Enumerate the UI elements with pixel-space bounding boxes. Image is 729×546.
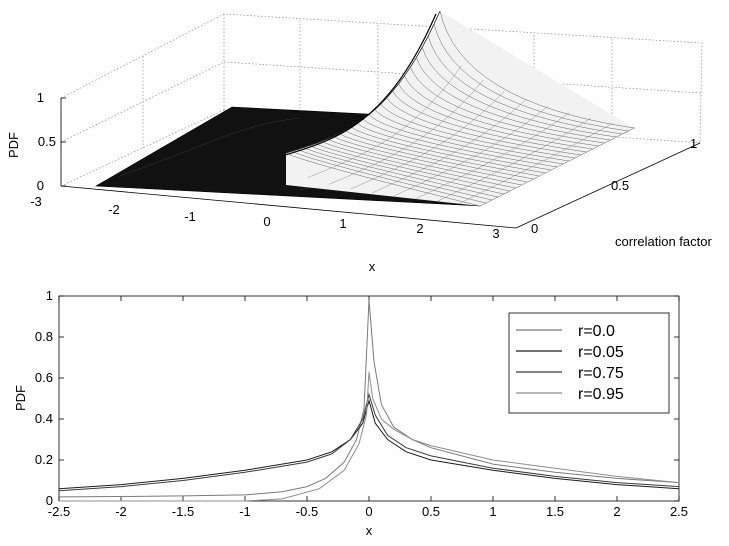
surface-x-label: x (369, 259, 376, 274)
line-y-tick-label: 0.2 (35, 452, 53, 467)
surface-wire-line (439, 10, 635, 129)
surface-y-label: correlation factor (615, 234, 712, 249)
line-x-tick-label: 2.5 (670, 504, 688, 519)
surface-wire-contour (329, 79, 484, 185)
surface-wire-line (374, 109, 569, 162)
surface-wire-line (339, 133, 534, 180)
legend-label: r=0.95 (578, 386, 624, 403)
surface-plot: 1 0.5 0 -3 -2 -1 0 1 2 3 0 0.5 1 PDF x c… (6, 10, 712, 274)
surface-x-tick-label: -3 (30, 194, 42, 209)
surface-wire-contour (415, 112, 570, 200)
surface-wire-line (433, 23, 629, 132)
line-x-tick-label: 2 (613, 504, 620, 519)
line-x-tick-label: 1.5 (546, 504, 564, 519)
surface-wire-line (427, 36, 623, 135)
surface-wire-line (368, 114, 563, 165)
surface-wire-line (422, 47, 617, 138)
surface-y-tick-label: 0 (531, 221, 538, 236)
line-x-tick-label: 1 (489, 504, 496, 519)
line-y-ticks: 0 0.2 0.4 0.6 0.8 1 (35, 288, 679, 508)
surface-wire-line (392, 91, 587, 153)
surface-wire-line (327, 138, 522, 186)
surface-wire-contour (458, 123, 613, 205)
line-y-tick-label: 1 (46, 288, 53, 303)
line-x-tick-label: 0 (365, 504, 372, 519)
surface-wire-contour (350, 90, 505, 190)
line-x-tick-label: -2.5 (48, 504, 70, 519)
surface-y-ticks: 0 0.5 1 (531, 136, 697, 236)
line-x-tick-label: 0.5 (422, 504, 440, 519)
surface-peak-wireframe (281, 10, 635, 207)
surface-x-tick-label: -2 (108, 202, 120, 217)
surface-wire-line (303, 147, 498, 198)
surface-wire-contour (372, 98, 527, 194)
surface-wire-line (333, 136, 528, 183)
surface-wire-line (416, 57, 611, 141)
line-y-tick-label: 0.4 (35, 411, 53, 426)
surface-wire-line (404, 75, 599, 147)
line-y-tick-label: 0.8 (35, 329, 53, 344)
surface-wire-line (351, 126, 546, 174)
series-line-3 (59, 371, 680, 502)
surface-z-tick-label: 0.5 (38, 134, 56, 149)
surface-y-tick-label: 0.5 (611, 178, 629, 193)
surface-wire-contour (393, 106, 548, 197)
surface-x-tick-label: 1 (339, 216, 346, 231)
surface-x-ticks: -3 -2 -1 0 1 2 3 (30, 194, 499, 241)
surface-wire-line (291, 150, 486, 204)
line-y-label: PDF (13, 385, 28, 411)
surface-wire-line (356, 123, 552, 171)
series-line-1 (58, 398, 680, 490)
line-x-tick-label: -2 (115, 504, 127, 519)
surface-z-tick-label: 1 (37, 90, 44, 105)
surface-wire-line (285, 152, 481, 207)
surface-wire-line (398, 83, 593, 150)
line-series-group (58, 300, 680, 502)
surface-peak-sheet (286, 11, 634, 206)
series-line-2 (58, 392, 680, 492)
surface-z-label: PDF (6, 132, 21, 158)
legend-items: r=0.0 r=0.05 r=0.75 r=0.95 (516, 323, 624, 403)
line-plot: -2.5 -2 -1.5 -1 -0.5 0 0.5 1 1.5 2 2.5 00.20.40.60… (13, 288, 688, 538)
surface-peak-left-edge (281, 13, 437, 157)
line-y-tick-label: 0.6 (35, 370, 53, 385)
surface-wire-line (315, 143, 510, 192)
line-y-tick-label: 0 (46, 493, 53, 508)
legend-label: r=0.05 (578, 344, 624, 361)
surface-x-tick-label: 0 (263, 214, 270, 229)
surface-x-tick-label: -1 (184, 209, 196, 224)
line-x-tick-label: -1.5 (172, 504, 194, 519)
surface-z-ticks: 1 0.5 0 (37, 90, 66, 193)
line-x-label: x (366, 523, 373, 538)
legend: r=0.0 r=0.05 r=0.75 r=0.95 (508, 312, 670, 414)
surface-x-tick-label: 3 (492, 226, 499, 241)
surface-y-tick-label: 1 (690, 136, 697, 151)
surface-wire-line (362, 118, 558, 168)
surface-wire-line (297, 149, 492, 201)
legend-label: r=0.75 (578, 365, 624, 382)
line-x-ticks: -2.5 -2 -1.5 -1 -0.5 0 0.5 1 1.5 2 2.5 (48, 296, 688, 519)
surface-wire-line (410, 66, 605, 144)
surface-wire-line (321, 141, 516, 189)
surface-z-tick-label: 0 (37, 178, 44, 193)
surface-wire-line (309, 145, 504, 195)
line-x-tick-label: -0.5 (296, 504, 318, 519)
legend-label: r=0.0 (578, 323, 615, 340)
series-line-0 (58, 300, 680, 498)
surface-x-tick-label: 2 (416, 221, 423, 236)
line-x-tick-label: -1 (239, 504, 251, 519)
surface-wire-contour (307, 65, 462, 178)
surface-wire-contour (436, 117, 591, 202)
surface-wire-line (380, 103, 575, 159)
